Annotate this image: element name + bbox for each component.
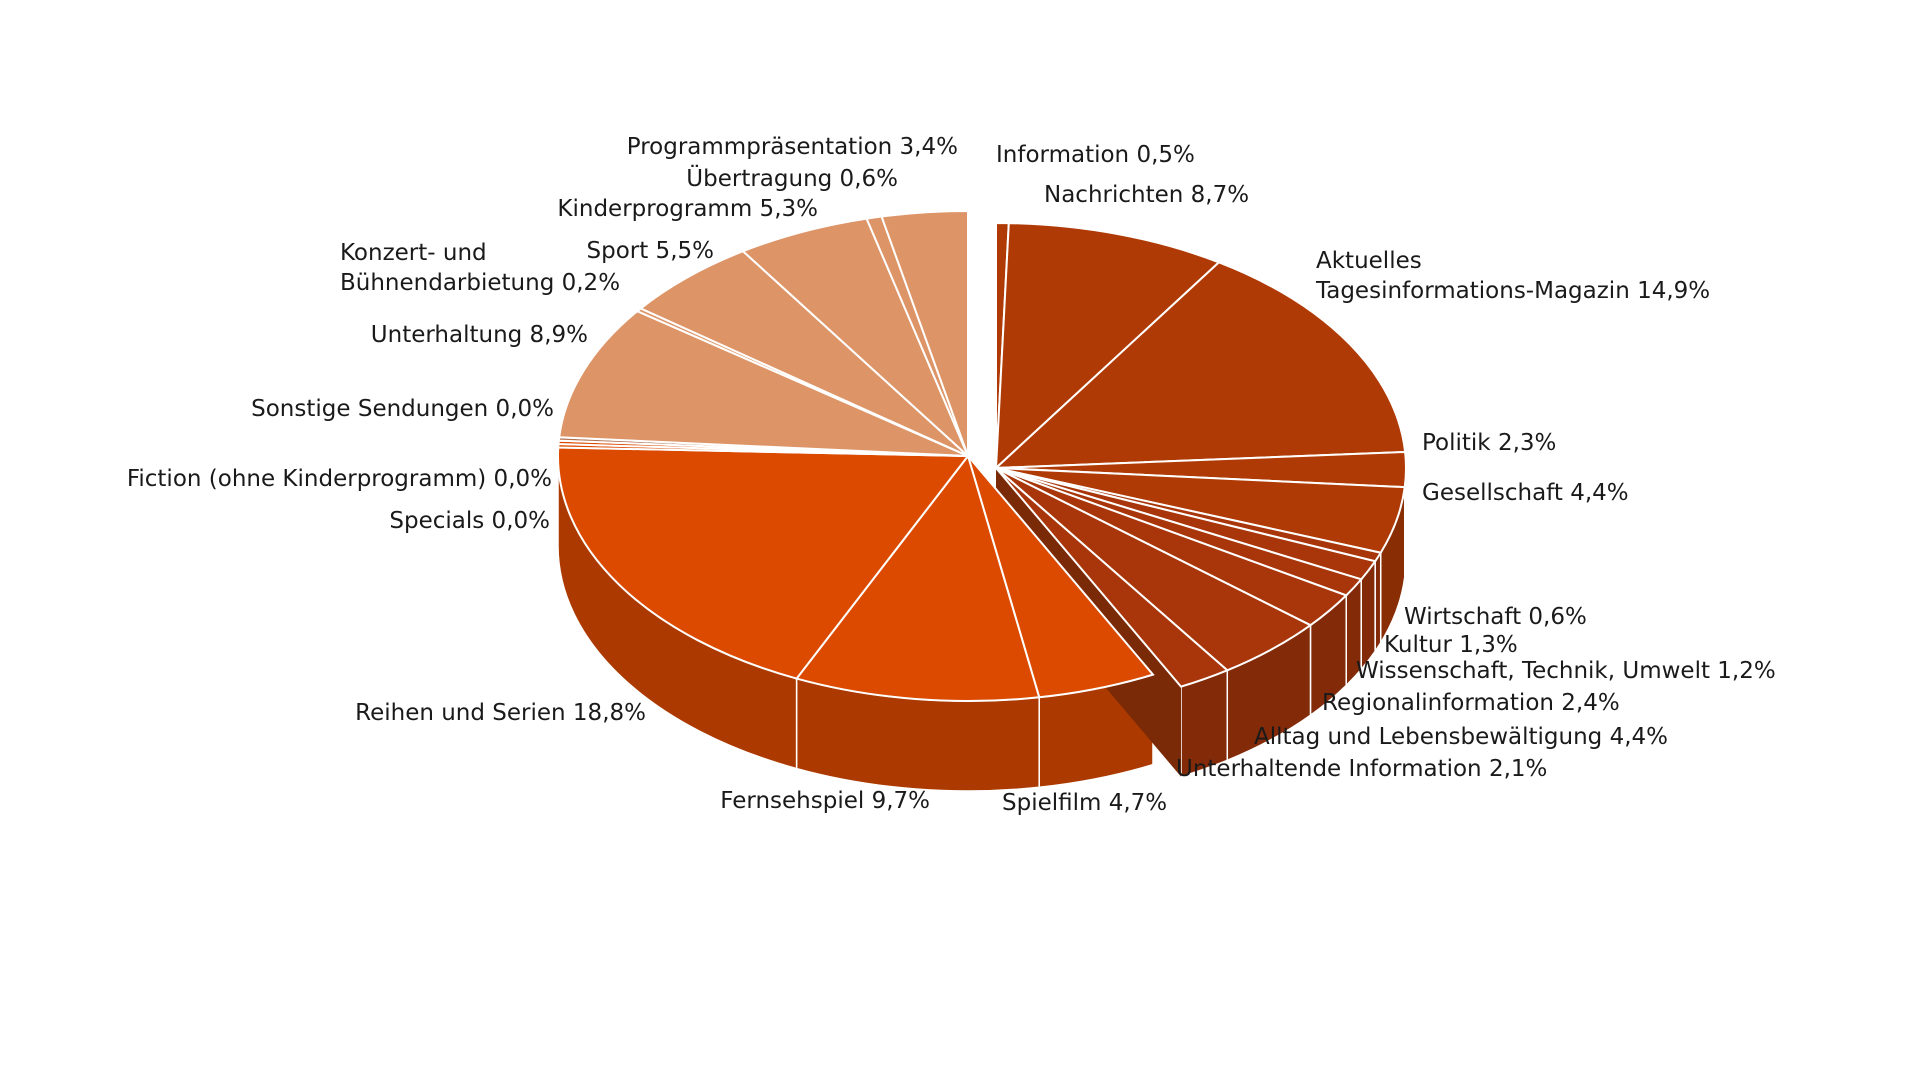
slice-label-0: Information 0,5% xyxy=(996,142,1195,168)
pie-tops xyxy=(557,209,1407,702)
slice-label-18: Konzert- und Bühnendarbietung 0,2% xyxy=(340,240,620,296)
slice-label-17: Unterhaltung 8,9% xyxy=(371,322,588,348)
pie-slice-19 xyxy=(638,250,969,457)
slice-label-10: Unterhaltende Information 2,1% xyxy=(1176,756,1547,782)
slice-label-6: Kultur 1,3% xyxy=(1384,632,1518,658)
pie-slice-20 xyxy=(741,217,969,457)
slice-label-19: Sport 5,5% xyxy=(587,238,715,264)
slice-label-22: Programmpräsentation 3,4% xyxy=(627,134,958,160)
pie-slice-13 xyxy=(557,446,971,680)
slice-label-21: Übertragung 0,6% xyxy=(686,164,898,192)
slice-label-9: Alltag und Lebensbewältigung 4,4% xyxy=(1254,724,1668,750)
slice-label-4: Gesellschaft 4,4% xyxy=(1422,480,1629,506)
slice-label-8: Regionalinformation 2,4% xyxy=(1322,690,1620,716)
slice-label-20: Kinderprogramm 5,3% xyxy=(557,196,818,222)
slice-label-7: Wissenschaft, Technik, Umwelt 1,2% xyxy=(1356,658,1776,684)
pie-slice-17 xyxy=(558,310,969,457)
slice-label-13: Reihen und Serien 18,8% xyxy=(355,700,646,726)
pie-slice-1 xyxy=(994,222,1221,471)
slice-label-3: Politik 2,3% xyxy=(1422,430,1556,456)
slice-label-12: Fernsehspiel 9,7% xyxy=(720,788,930,814)
pie-slice-22 xyxy=(880,209,969,457)
pie-slice-10 xyxy=(995,467,1230,688)
pie-slice-2 xyxy=(993,261,1407,470)
slice-label-14: Specials 0,0% xyxy=(389,508,550,534)
slice-label-1: Nachrichten 8,7% xyxy=(1044,182,1249,208)
slice-label-2: Aktuelles Tagesinformations-Magazin 14,9% xyxy=(1315,248,1710,304)
slice-label-16: Sonstige Sendungen 0,0% xyxy=(251,396,554,422)
slice-label-11: Spielfilm 4,7% xyxy=(1002,790,1167,816)
slice-label-15: Fiction (ohne Kinderprogramm) 0,0% xyxy=(127,466,552,492)
slice-label-5: Wirtschaft 0,6% xyxy=(1404,604,1587,630)
pie-slice-12 xyxy=(794,453,1041,702)
pie-side-5 xyxy=(1374,550,1382,654)
pie-labels: Information 0,5% Nachrichten 8,7% Aktuelle… xyxy=(127,134,1776,816)
